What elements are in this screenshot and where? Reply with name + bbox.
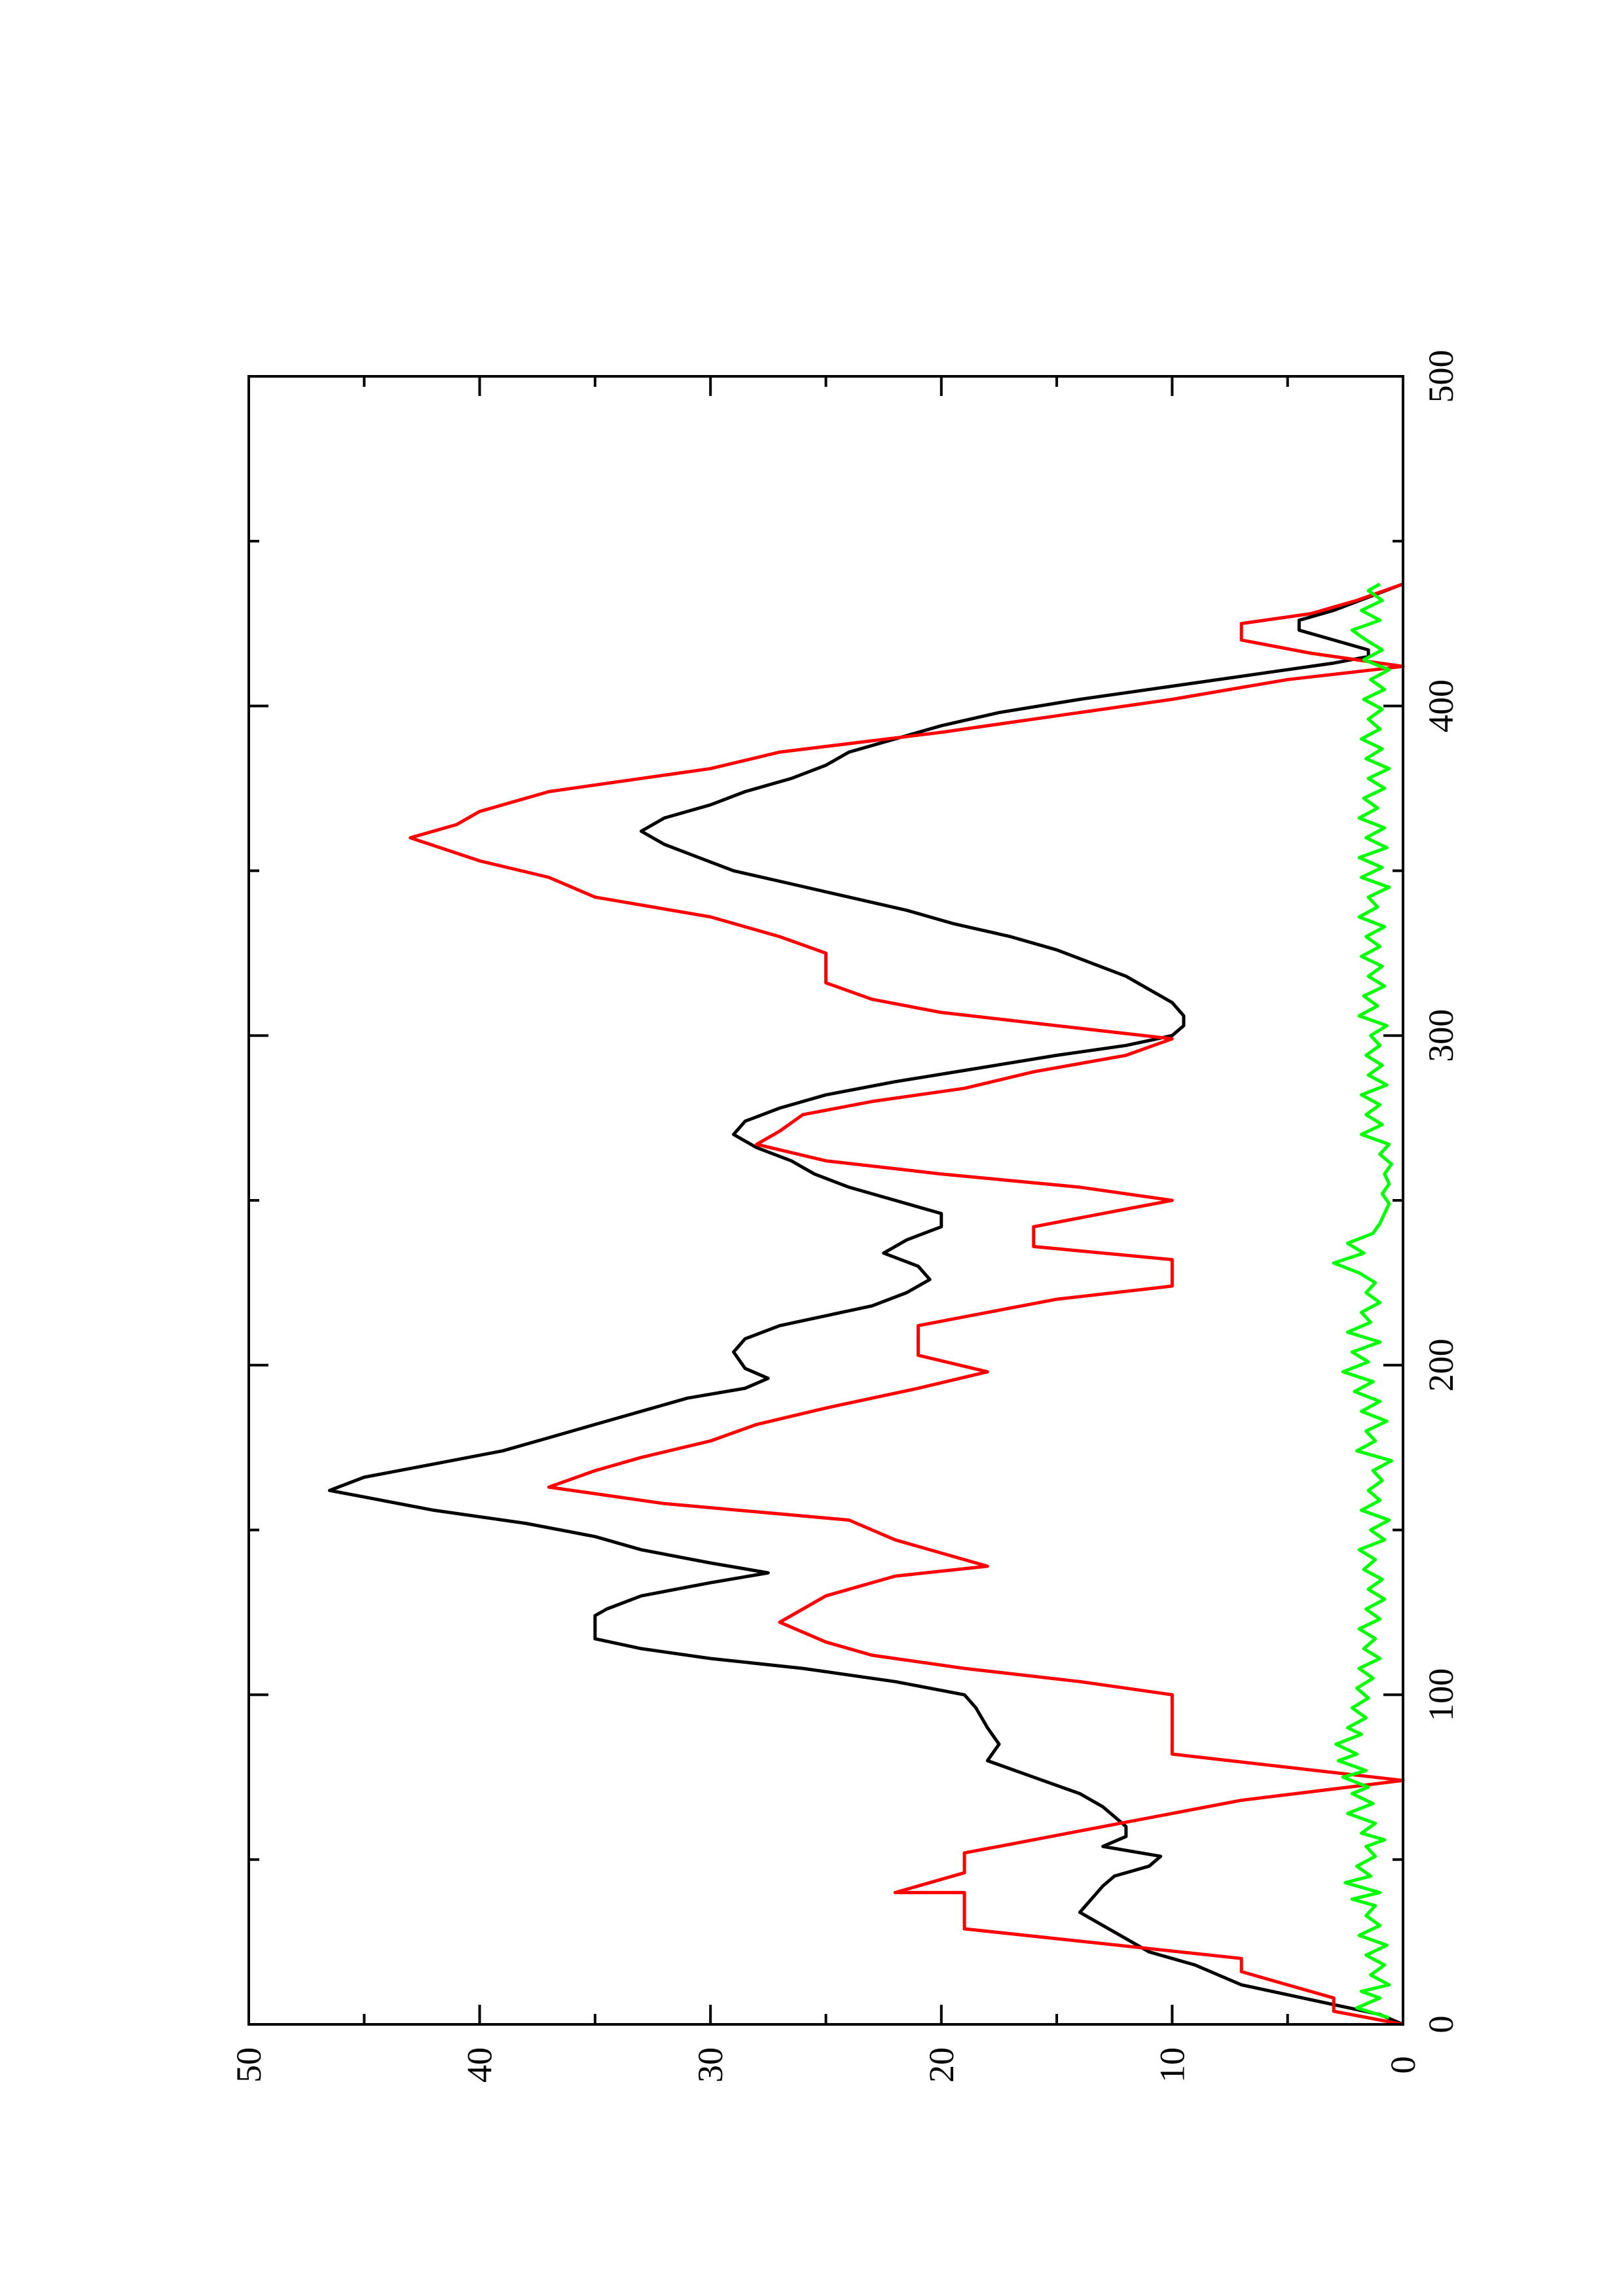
- y-tick-label: 40: [460, 2047, 500, 2083]
- x-tick-label: 400: [1421, 679, 1461, 732]
- y-tick-label: 50: [229, 2047, 268, 2083]
- series-line-1: [409, 582, 1405, 2026]
- y-tick-label: 10: [1152, 2047, 1192, 2083]
- ticks-layer: [247, 375, 1404, 2026]
- x-tick-label: 0: [1421, 2016, 1461, 2034]
- y-tick-label: 0: [1383, 2056, 1423, 2074]
- x-tick-label: 300: [1421, 1009, 1461, 1062]
- labels-layer: 0 100 200 300 400 500 0 10 20 30 40 50: [229, 350, 1461, 2083]
- y-tick-label: 30: [691, 2047, 730, 2083]
- x-tick-label: 200: [1421, 1338, 1461, 1391]
- series-line-2: [1332, 583, 1393, 2020]
- x-tick-label: 500: [1421, 350, 1461, 403]
- x-tick-label: 100: [1421, 1668, 1461, 1721]
- y-tick-label: 20: [922, 2047, 961, 2083]
- series-layer: [327, 582, 1405, 2026]
- series-line-0: [327, 582, 1404, 2026]
